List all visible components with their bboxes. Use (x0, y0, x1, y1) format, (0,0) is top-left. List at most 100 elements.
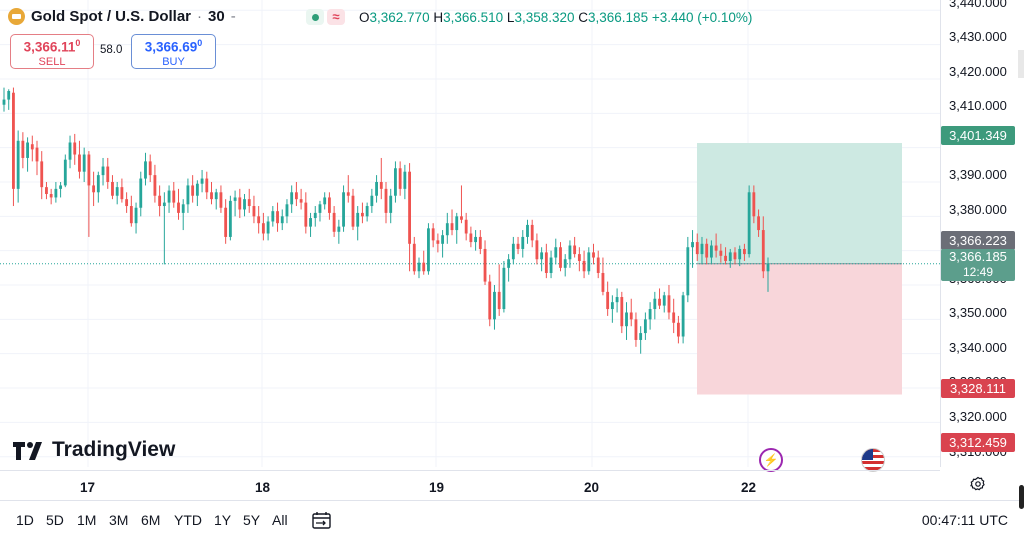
candle-body (502, 267, 506, 310)
candle-body (700, 243, 704, 255)
candle-body (582, 260, 586, 272)
range-5y-button[interactable]: 5Y (243, 512, 261, 528)
candle-body (643, 319, 647, 334)
candle-body (379, 181, 383, 189)
sell-label: SELL (38, 55, 66, 68)
candle-body (427, 228, 430, 272)
candle-body (356, 212, 360, 227)
candle-body (247, 199, 251, 207)
ohlc-values: O3,362.770 H3,366.510 L3,358.320 C3,366.… (359, 10, 752, 25)
candle-body (106, 166, 110, 182)
gear-icon[interactable] (970, 476, 986, 492)
chart-pane[interactable] (0, 0, 940, 467)
time-label: 17 (80, 480, 96, 495)
buy-label: BUY (162, 55, 185, 68)
candle-body (592, 252, 595, 258)
buy-level-label[interactable]: 3,366.223 (941, 231, 1015, 250)
range-1m-button[interactable]: 1M (77, 512, 97, 528)
candle-body (610, 302, 614, 310)
candle-body (639, 333, 643, 340)
candle-body (412, 243, 416, 272)
sell-price: 3,366.110 (23, 38, 81, 55)
symbol-title[interactable]: Gold Spot / U.S. Dollar (31, 8, 192, 25)
candle-countdown: 12:49 (962, 265, 994, 279)
candle-body (7, 90, 11, 100)
candle-body (233, 197, 237, 201)
low-value: 3,358.320 (514, 10, 575, 25)
candle-body (205, 178, 209, 193)
range-6m-button[interactable]: 6M (141, 512, 161, 528)
candle-body (403, 171, 407, 189)
time-label: 18 (255, 480, 271, 495)
candle-body (148, 161, 152, 176)
candle-body (73, 142, 77, 155)
close-value: 3,366.185 (588, 10, 649, 25)
candle-body (436, 240, 440, 244)
candle-body (691, 242, 694, 248)
candle-body (507, 259, 511, 268)
candle-body (40, 161, 44, 188)
candle-body (686, 247, 690, 296)
candle-body (738, 248, 742, 260)
calendar-range-icon[interactable] (311, 510, 333, 530)
candle-body (573, 245, 577, 255)
utc-clock[interactable]: 00:47:11 UTC (921, 512, 1008, 528)
us-flag-icon[interactable] (861, 448, 885, 472)
candle-body (714, 245, 718, 251)
price-tick: 3,340.000 (949, 340, 1007, 355)
last-price-label[interactable]: 3,366.185 12:49 (941, 249, 1015, 281)
price-axis[interactable]: 3,440.000 3,430.000 3,420.000 3,410.000 … (940, 0, 1024, 467)
candle-body (601, 272, 605, 292)
tradingview-logo-icon (13, 442, 42, 460)
take-profit-label[interactable]: 3,401.349 (941, 126, 1015, 145)
last-price-value: 3,366.185 (949, 249, 1007, 264)
candle-body (450, 223, 454, 231)
candle-body (214, 192, 218, 200)
candle-body (238, 197, 242, 210)
candle-body (676, 322, 680, 337)
range-3m-button[interactable]: 3M (109, 512, 129, 528)
candle-body (82, 154, 86, 172)
candle-body (469, 233, 473, 243)
interval-label[interactable]: 30 (208, 8, 225, 25)
open-label: O (359, 10, 370, 25)
open-value: 3,362.770 (369, 10, 430, 25)
wave-icon[interactable]: ≈ (327, 9, 345, 25)
candle-body (389, 195, 393, 213)
price-tick: 3,430.000 (949, 29, 1007, 44)
candle-body (323, 197, 327, 205)
candle-body (408, 171, 411, 244)
candle-body (516, 243, 520, 249)
buy-price: 3,366.690 (144, 38, 203, 55)
range-ytd-button[interactable]: YTD (174, 512, 202, 528)
candle-body (294, 192, 298, 200)
high-value: 3,366.510 (443, 10, 504, 25)
candle-body (634, 319, 638, 340)
candle-body (709, 245, 713, 258)
scrollbar-handle[interactable] (1019, 485, 1024, 509)
range-5d-button[interactable]: 5D (46, 512, 64, 528)
candle-body (21, 140, 25, 158)
candle-body (464, 219, 468, 234)
tradingview-watermark[interactable]: TradingView (12, 438, 175, 462)
range-1d-button[interactable]: 1D (16, 512, 34, 528)
candle-body (398, 168, 402, 189)
range-1y-button[interactable]: 1Y (214, 512, 232, 528)
buy-button[interactable]: 3,366.690 BUY (131, 34, 216, 69)
candle-body (733, 252, 737, 260)
time-label: 22 (741, 480, 757, 495)
range-all-button[interactable]: All (272, 512, 288, 528)
candle-body (139, 178, 143, 208)
market-open-dot-icon[interactable] (306, 9, 324, 25)
candle-body (563, 259, 567, 268)
symbol-legend[interactable]: Gold Spot / U.S. Dollar · 30 - (8, 8, 236, 25)
sell-button[interactable]: 3,366.110 SELL (10, 34, 94, 69)
candle-body (370, 195, 374, 207)
candle-body (228, 200, 232, 237)
candle-body (224, 207, 228, 237)
stop-price-label[interactable]: 3,312.459 (941, 433, 1015, 452)
time-axis[interactable]: 17 18 19 20 22 (0, 470, 940, 501)
entry-price-label[interactable]: 3,328.111 (941, 379, 1015, 398)
lightning-event-icon[interactable]: ⚡ (759, 448, 783, 472)
price-chart[interactable] (0, 0, 940, 467)
